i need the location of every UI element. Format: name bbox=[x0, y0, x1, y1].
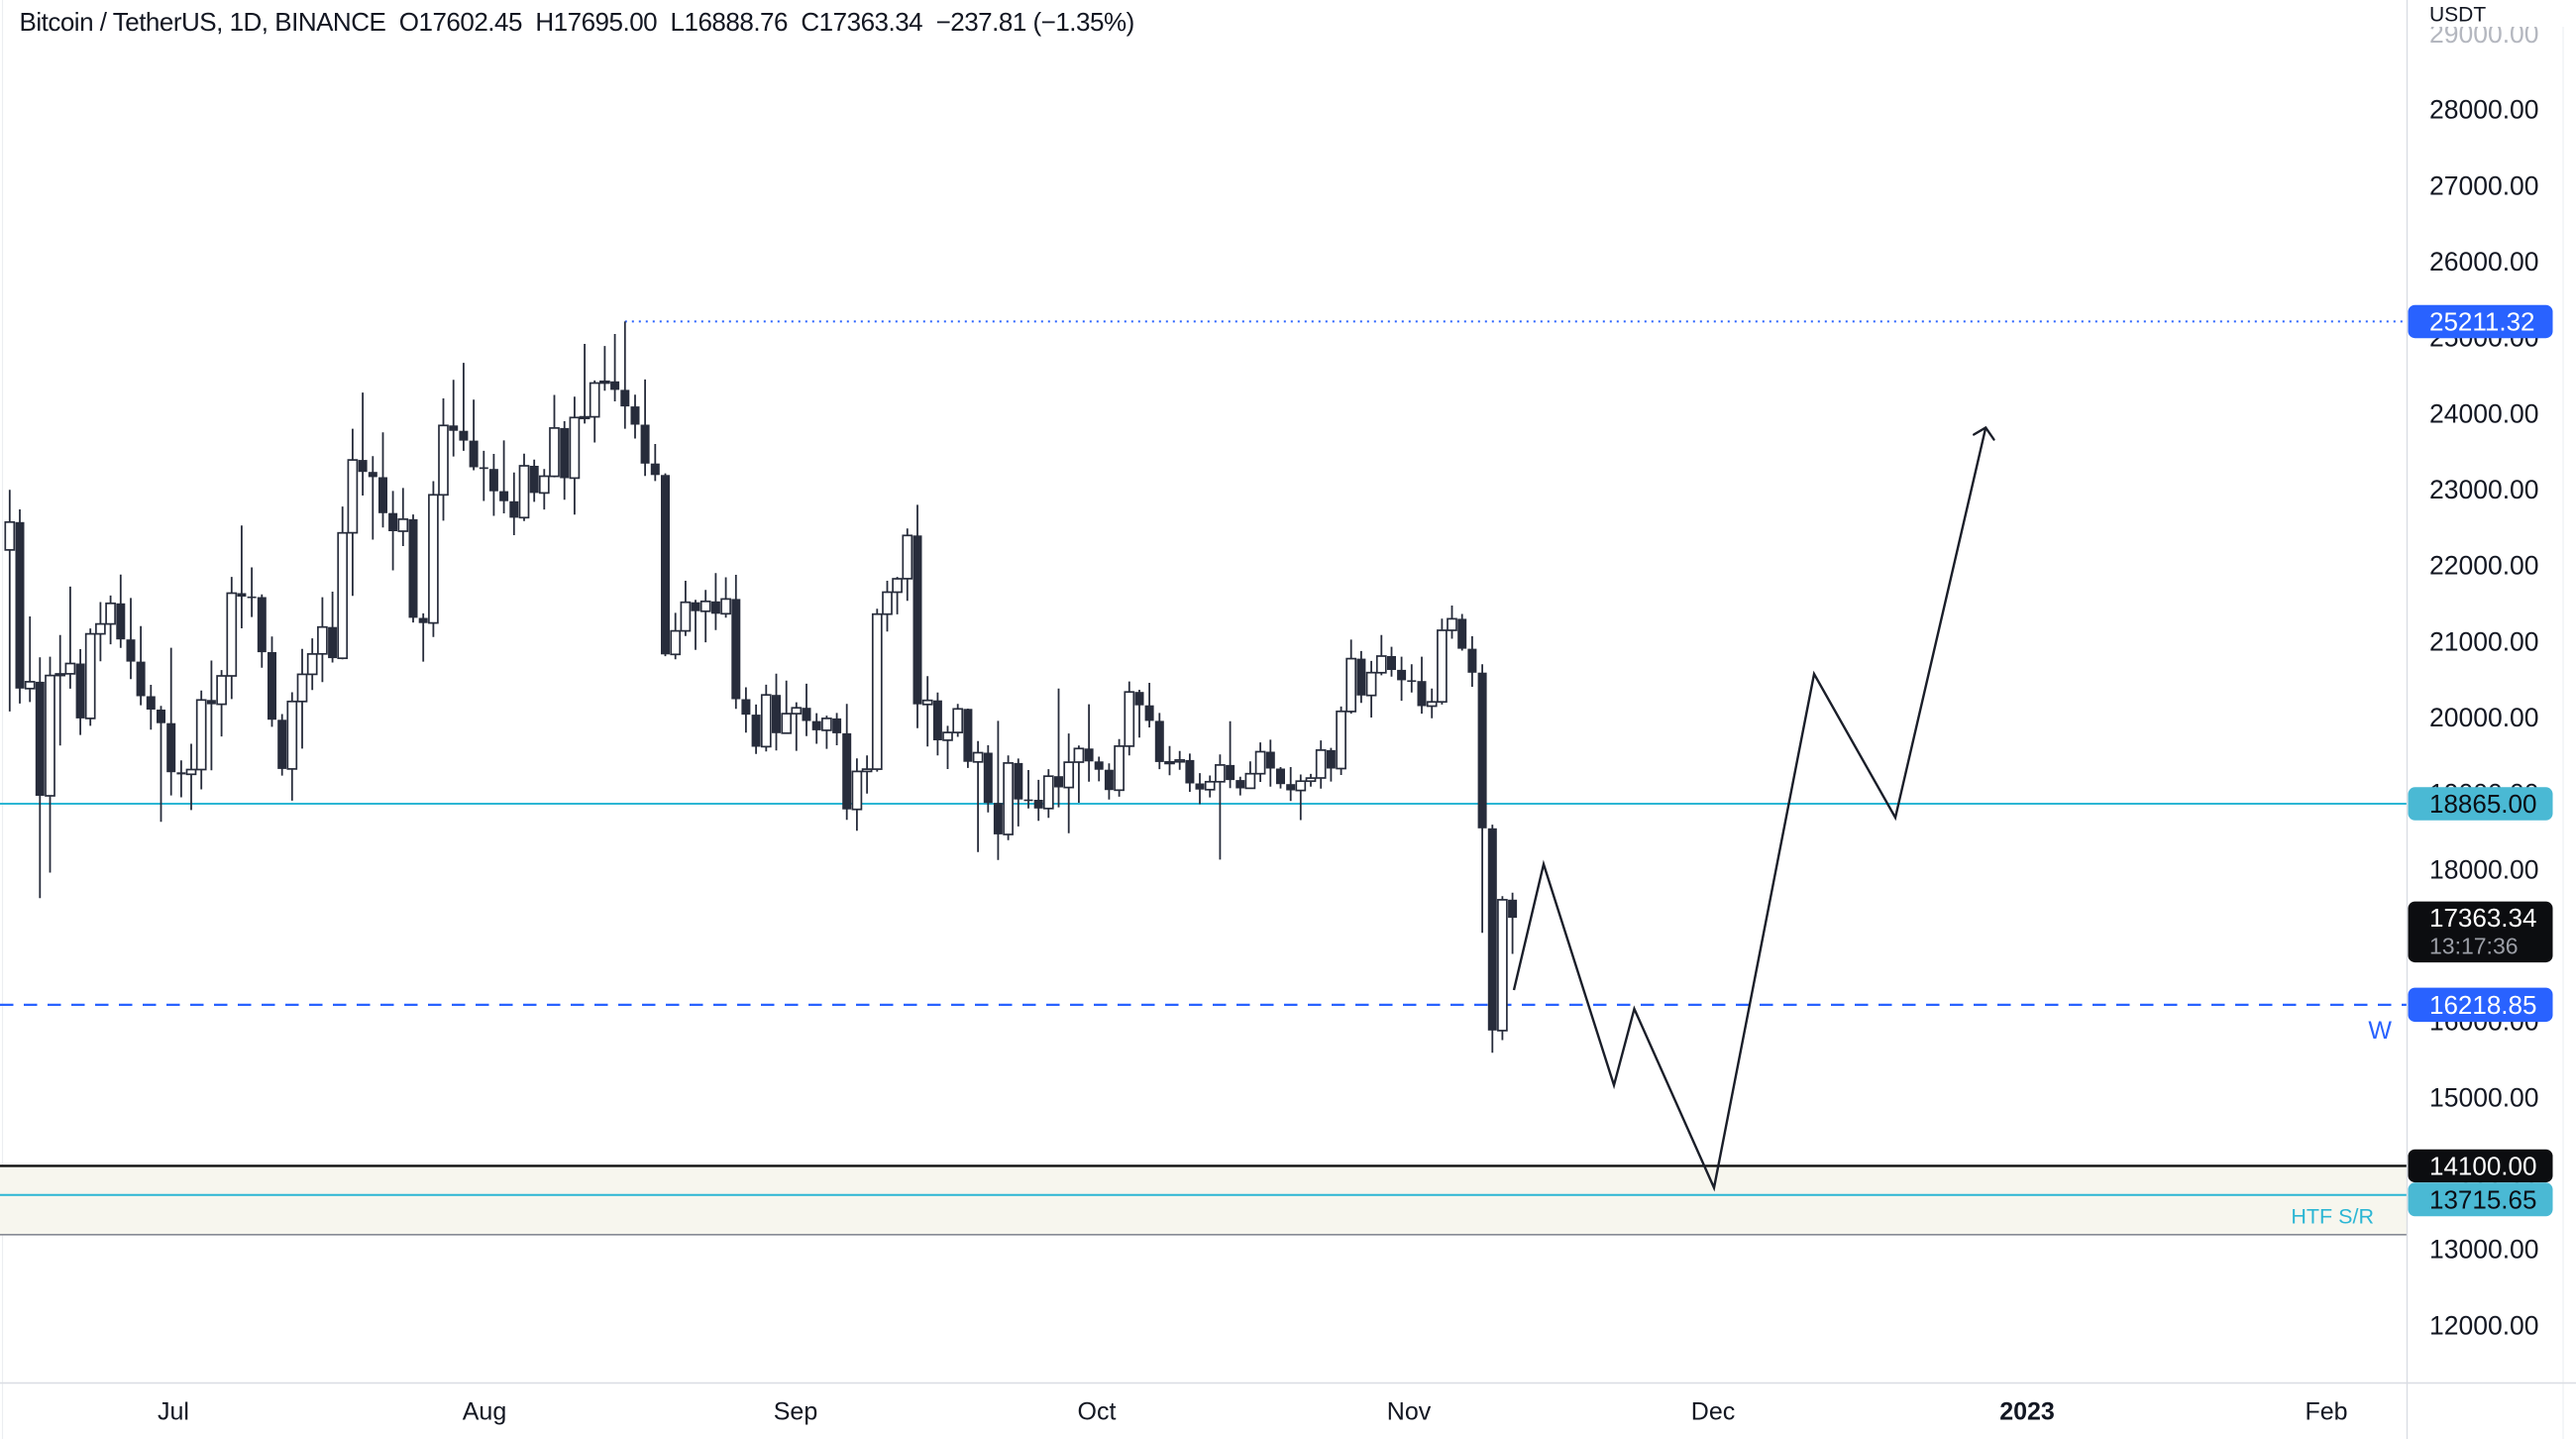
svg-text:Bitcoin / TetherUS, 1D, BINANC: Bitcoin / TetherUS, 1D, BINANCE O17602.4… bbox=[20, 7, 1134, 37]
svg-text:28000.00: 28000.00 bbox=[2429, 95, 2539, 125]
svg-text:USDT: USDT bbox=[2429, 4, 2486, 27]
svg-text:2023: 2023 bbox=[1999, 1398, 2055, 1426]
svg-text:20000.00: 20000.00 bbox=[2429, 703, 2539, 732]
svg-text:W: W bbox=[2368, 1017, 2392, 1045]
svg-text:Feb: Feb bbox=[2305, 1398, 2347, 1426]
svg-text:13:17:36: 13:17:36 bbox=[2429, 934, 2519, 959]
svg-text:21000.00: 21000.00 bbox=[2429, 626, 2539, 656]
svg-text:16218.85: 16218.85 bbox=[2429, 990, 2536, 1020]
svg-text:Sep: Sep bbox=[774, 1398, 817, 1426]
svg-text:25211.32: 25211.32 bbox=[2429, 306, 2535, 336]
svg-text:26000.00: 26000.00 bbox=[2429, 247, 2539, 277]
svg-text:12000.00: 12000.00 bbox=[2429, 1310, 2539, 1340]
svg-text:24000.00: 24000.00 bbox=[2429, 398, 2539, 428]
svg-text:13715.65: 13715.65 bbox=[2429, 1184, 2536, 1214]
svg-text:HTF S/R: HTF S/R bbox=[2291, 1205, 2374, 1229]
svg-text:27000.00: 27000.00 bbox=[2429, 170, 2539, 200]
svg-text:14100.00: 14100.00 bbox=[2429, 1151, 2536, 1180]
svg-text:Jul: Jul bbox=[158, 1398, 189, 1426]
svg-text:Aug: Aug bbox=[463, 1398, 506, 1426]
svg-text:Nov: Nov bbox=[1387, 1398, 1432, 1426]
svg-text:Dec: Dec bbox=[1691, 1398, 1735, 1426]
svg-text:23000.00: 23000.00 bbox=[2429, 475, 2539, 504]
svg-text:17363.34: 17363.34 bbox=[2429, 903, 2536, 933]
svg-text:Oct: Oct bbox=[1078, 1398, 1117, 1426]
svg-text:15000.00: 15000.00 bbox=[2429, 1082, 2539, 1112]
svg-text:22000.00: 22000.00 bbox=[2429, 551, 2539, 581]
svg-text:13000.00: 13000.00 bbox=[2429, 1235, 2539, 1265]
svg-text:18000.00: 18000.00 bbox=[2429, 854, 2539, 884]
svg-text:18865.00: 18865.00 bbox=[2429, 789, 2536, 819]
